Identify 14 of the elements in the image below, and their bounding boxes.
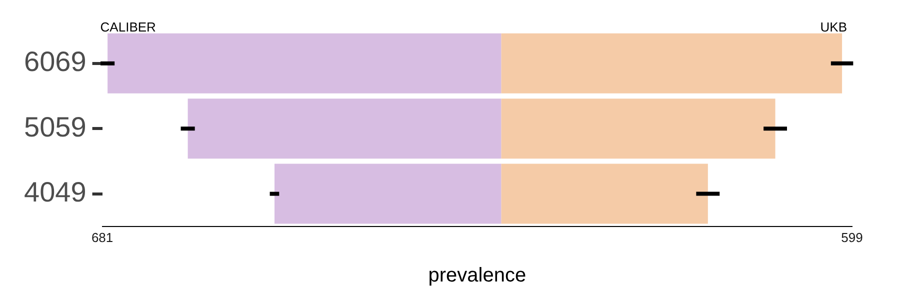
bar bbox=[501, 164, 708, 224]
series-label: CALIBER bbox=[100, 19, 156, 34]
x-tick-label: 599 bbox=[841, 230, 863, 245]
bar bbox=[501, 33, 842, 94]
y-tick-label: 6069 bbox=[24, 46, 86, 78]
y-tick-label: 5059 bbox=[24, 111, 86, 142]
y-tick-label: 4049 bbox=[24, 176, 86, 208]
bar bbox=[108, 33, 502, 94]
x-axis-title: prevalence bbox=[428, 264, 526, 287]
bar bbox=[274, 164, 502, 224]
bar bbox=[188, 98, 502, 159]
x-tick-label: 681 bbox=[91, 230, 114, 245]
bar bbox=[501, 98, 776, 159]
series-label: UKB bbox=[820, 19, 847, 34]
